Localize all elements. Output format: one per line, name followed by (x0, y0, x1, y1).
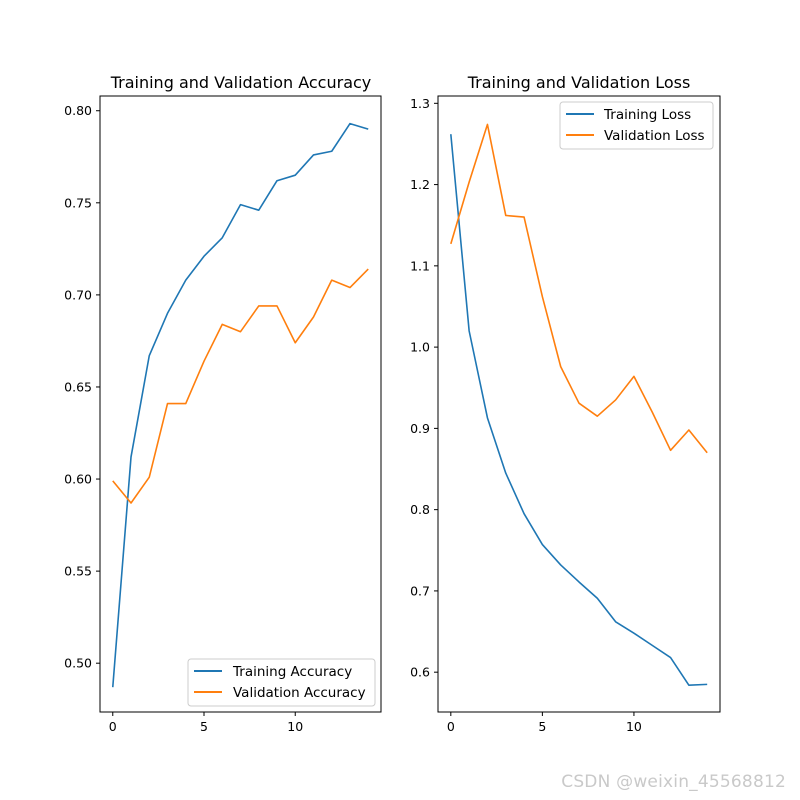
loss-legend: Training Loss Validation Loss (559, 101, 714, 150)
accuracy-series-line-training-accuracy (111, 122, 369, 688)
loss-ytick-label: 0.7 (410, 583, 430, 598)
accuracy-subplot: Training and Validation Accuracy 0 5 10 0.5… (64, 73, 382, 734)
loss-xtick-label: 0 (447, 719, 455, 734)
accuracy-ytick-label: 0.55 (64, 564, 92, 579)
accuracy-ytick-label: 0.50 (64, 656, 92, 671)
loss-subplot: Training and Validation Loss 0 5 100.60.70… (410, 73, 721, 734)
accuracy-lines (111, 122, 369, 688)
accuracy-series-line-validation-accuracy (112, 268, 369, 504)
loss-ytick-label: 0.6 (410, 665, 430, 680)
loss-ticks: 0 5 10 0.6 0.7 0.8 0.9 1.0 1.1 1.2 1.3 (410, 96, 642, 734)
legend-validation-accuracy-label: Validation Accuracy (233, 685, 366, 701)
accuracy-ytick-label: 0.70 (64, 287, 92, 302)
loss-ytick-label: 1.1 (410, 258, 430, 273)
watermark: CSDN @weixin_45568812 (561, 772, 786, 792)
accuracy-ytick-label: 0.60 (64, 472, 92, 487)
legend-training-loss-label: Training Loss (603, 107, 691, 123)
loss-ytick-label: 1.2 (410, 177, 430, 192)
loss-ytick-label: 1.3 (410, 96, 430, 111)
accuracy-ytick-label: 0.80 (64, 103, 92, 118)
loss-ytick-label: 0.9 (410, 421, 430, 436)
loss-lines (450, 123, 708, 686)
loss-series-line-validation-loss (450, 123, 708, 454)
loss-chart-title: Training and Validation Loss (467, 73, 691, 92)
accuracy-ytick-label: 0.75 (64, 195, 92, 210)
loss-series-line-training-loss (450, 134, 708, 686)
legend-validation-loss-label: Validation Loss (604, 128, 705, 144)
loss-legend-box (559, 101, 714, 150)
loss-ytick-label: 1.0 (410, 340, 430, 355)
accuracy-xtick-label: 10 (287, 719, 303, 734)
accuracy-xtick-label: 5 (200, 719, 208, 734)
accuracy-plot-area (100, 96, 381, 712)
accuracy-ytick-label: 0.65 (64, 379, 92, 394)
loss-xtick-label: 5 (538, 719, 546, 734)
loss-xtick-label: 10 (626, 719, 642, 734)
accuracy-legend-box (187, 658, 376, 707)
accuracy-legend: Training Accuracy Validation Accuracy (187, 658, 376, 707)
accuracy-chart-title: Training and Validation Accuracy (110, 73, 372, 92)
legend-training-accuracy-label: Training Accuracy (232, 664, 352, 680)
accuracy-xtick-label: 0 (109, 719, 117, 734)
loss-axes-frame (437, 95, 721, 713)
loss-ytick-label: 0.8 (410, 502, 430, 517)
accuracy-axes-frame (99, 95, 382, 713)
accuracy-ticks: 0 5 10 0.50 0.55 0.60 0.65 0.70 0.75 0.80 (64, 103, 303, 734)
